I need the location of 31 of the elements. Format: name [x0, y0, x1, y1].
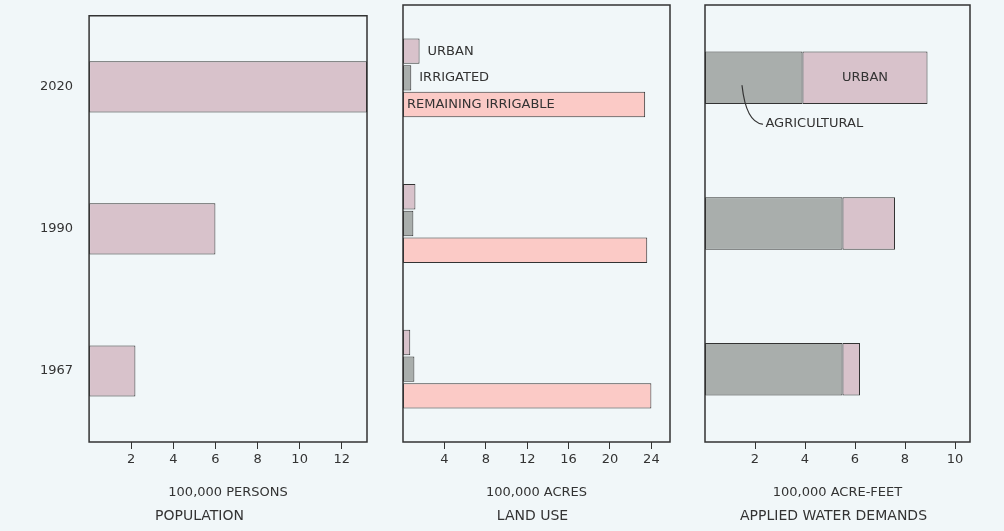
x-tick-label: 4: [800, 451, 810, 467]
x-tick-label: 12: [333, 451, 351, 467]
text: LAND USE: [496, 507, 569, 524]
x-tick-label: 2: [750, 451, 760, 467]
text: POPULATION: [155, 507, 244, 524]
x-tick-label: 10: [291, 451, 308, 467]
x-tick-label: 2: [127, 451, 136, 467]
x-tick-label: 20: [601, 451, 619, 467]
x-tick-label: 10: [946, 451, 964, 467]
x-tick-label: 6: [850, 451, 860, 467]
y-tick-label: 2020: [39, 78, 74, 94]
x-tick-label: 8: [481, 451, 490, 467]
x-tick-label: 8: [253, 451, 262, 467]
series-label: IRRIGATED: [419, 69, 490, 85]
x-axis-title: 100,000 ACRE-FEET: [772, 483, 903, 499]
series-label: AGRICULTURAL: [765, 115, 864, 131]
y-tick-label: 1967: [39, 362, 74, 378]
x-axis-title: 100,000 PERSONS: [168, 483, 288, 499]
y-tick-label: 1990: [39, 220, 74, 236]
text: APPLIED WATER DEMANDS: [739, 507, 928, 524]
series-label: URBAN: [841, 69, 889, 85]
series-label: URBAN: [427, 42, 474, 58]
x-axis-title: 100,000 ACRES: [485, 483, 588, 499]
x-tick-label: 8: [900, 451, 910, 467]
series-label: REMAINING IRRIGABLE: [407, 95, 555, 111]
x-tick-label: 16: [560, 451, 577, 467]
x-tick-label: 4: [440, 451, 449, 467]
x-tick-label: 24: [643, 451, 660, 467]
x-tick-label: 12: [518, 451, 536, 467]
x-tick-label: 4: [169, 451, 178, 467]
x-tick-label: 6: [211, 451, 220, 467]
